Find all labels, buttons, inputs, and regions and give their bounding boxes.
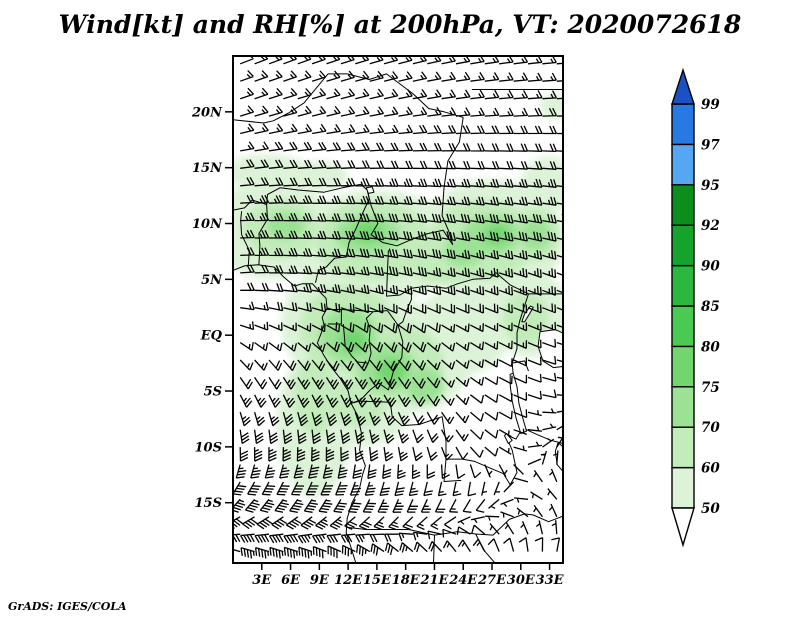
country-border	[475, 533, 496, 563]
country-border	[258, 204, 268, 265]
colorbar-segment	[671, 103, 695, 146]
grads-attribution: GrADS: IGES/COLA	[8, 600, 127, 613]
lat-tick-label: 10S	[195, 440, 222, 455]
colorbar-level-label: 85	[701, 299, 720, 315]
lon-tick-label: 15E	[363, 573, 392, 588]
lon-tick-label: 18E	[392, 573, 421, 588]
country-border	[495, 272, 563, 295]
page-title: Wind[kt] and RH[%] at 200hPa, VT: 202007…	[58, 10, 742, 39]
colorbar-level-label: 80	[701, 339, 720, 355]
colorbar-segment	[671, 184, 695, 226]
rh-blob	[519, 219, 551, 251]
wind-barbs-layer	[227, 56, 563, 559]
rh-blob	[520, 156, 563, 213]
colorbar-segment	[671, 426, 695, 469]
lon-tick-label: 30E	[507, 573, 536, 588]
colorbar-segment	[671, 466, 695, 509]
rh-blob	[376, 358, 406, 384]
lon-tick-label: 6E	[281, 573, 301, 588]
lat-tick-label: 5S	[204, 385, 222, 400]
lake-outline	[504, 433, 513, 444]
colorbar-segment	[671, 264, 695, 307]
lat-tick-label: 15N	[192, 161, 223, 176]
country-border	[441, 117, 464, 245]
colorbar-segment	[671, 386, 695, 428]
colorbar: 99 97 95 92 90 85 80 75 70 60 50	[671, 67, 720, 548]
rh-blob	[405, 367, 445, 404]
colorbar-level-label: 99	[701, 97, 720, 113]
lake-outline	[537, 329, 563, 369]
lat-tick-label: 20N	[191, 105, 223, 120]
country-border	[342, 311, 374, 364]
lon-tick-label: 21E	[419, 573, 449, 588]
colorbar-segment	[671, 305, 695, 348]
colorbar-level-label: 70	[701, 420, 720, 436]
country-border	[397, 288, 412, 326]
country-border	[233, 73, 464, 124]
colorbar-level-label: 97	[701, 137, 720, 153]
lat-tick-label: 15S	[195, 496, 222, 511]
rh-shading-layer	[233, 92, 563, 498]
lake-outline	[365, 186, 375, 194]
lon-tick-label: 33E	[536, 573, 565, 588]
country-border	[443, 459, 462, 482]
lat-tick-label: EQ	[200, 329, 223, 344]
wind-barb-strokes	[233, 56, 563, 559]
colorbar-segment	[671, 345, 695, 388]
country-border	[328, 309, 342, 325]
lon-tick-label: 24E	[448, 573, 478, 588]
colorbar-level-label: 90	[701, 259, 720, 275]
lon-tick-label: 27E	[477, 573, 507, 588]
lake-outline	[509, 372, 527, 434]
colorbar-level-label: 60	[701, 461, 720, 477]
rh-blob	[444, 235, 483, 268]
lat-tick-label: 10N	[192, 217, 223, 232]
colorbar-over-arrow	[671, 67, 695, 105]
rh-blob	[539, 92, 563, 120]
country-border	[315, 189, 370, 283]
lake-outline	[521, 305, 534, 323]
rh-blob	[290, 160, 349, 193]
lat-tick-label: 5N	[201, 273, 223, 288]
colorbar-segment	[671, 143, 695, 186]
wind-barb-pennants	[227, 548, 232, 557]
colorbar-level-label: 92	[701, 218, 720, 234]
country-border	[505, 427, 563, 444]
country-border	[512, 360, 529, 372]
country-border	[386, 250, 497, 297]
country-border	[433, 535, 435, 563]
colorbar-level-label: 75	[701, 380, 720, 396]
colorbar-level-label: 95	[701, 178, 720, 194]
colorbar-under-arrow	[671, 507, 695, 548]
colorbar-segment	[671, 224, 695, 267]
colorbar-level-label: 50	[701, 501, 720, 517]
lon-tick-label: 3E	[252, 573, 272, 588]
lon-tick-label: 9E	[310, 573, 330, 588]
lon-tick-label: 12E	[334, 573, 363, 588]
country-border	[492, 513, 563, 536]
map-frame	[232, 55, 564, 564]
rh-blob	[266, 212, 305, 240]
